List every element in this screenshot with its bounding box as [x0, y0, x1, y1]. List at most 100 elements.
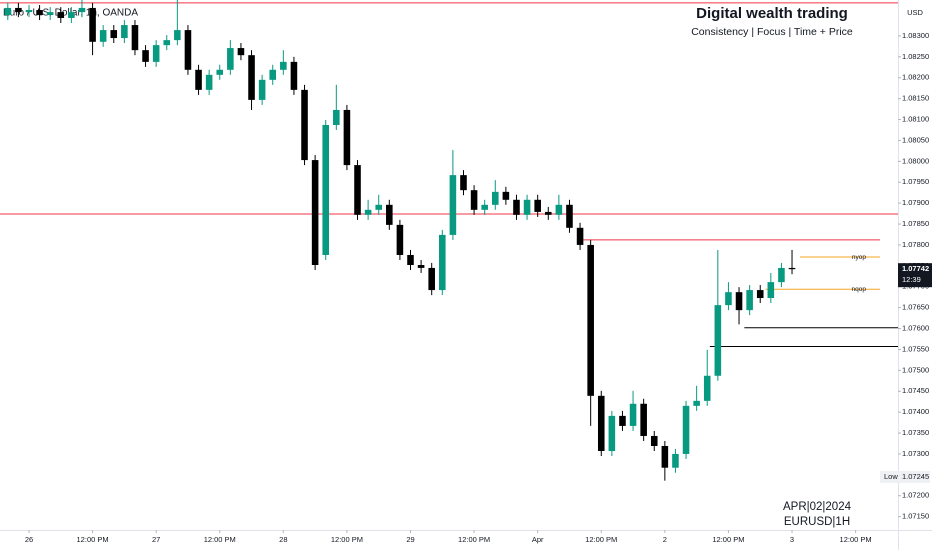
candle-body [746, 290, 753, 311]
candle-body [290, 61, 298, 90]
candle-body [301, 89, 308, 161]
candle-body [597, 395, 605, 452]
candle-body [110, 30, 118, 39]
candle-body [89, 7, 96, 42]
candle-body [661, 445, 669, 468]
x-tick-label: 12:00 PM [840, 535, 872, 544]
candle-body [502, 191, 510, 200]
y-tick-label: 1.07350 [902, 428, 929, 437]
candle-body [269, 69, 277, 80]
low-box [880, 470, 930, 483]
y-tick-label: 1.08150 [902, 94, 929, 103]
candle-body [322, 124, 330, 255]
level-label: nqop [852, 286, 867, 293]
candle-body [756, 290, 764, 299]
candle-body [587, 244, 594, 396]
candle-body [703, 375, 711, 401]
candle-body [184, 30, 192, 70]
candle-body [566, 204, 573, 228]
y-tick-label: 1.07200 [902, 491, 929, 500]
symbol-note: EURUSD|1H [784, 516, 850, 528]
candle-body [778, 267, 785, 283]
candle-body [449, 175, 457, 235]
y-tick-label: 1.08100 [902, 115, 929, 124]
candle-body [195, 69, 202, 90]
candle-body [386, 204, 393, 225]
x-tick-label: 12:00 PM [331, 535, 363, 544]
candle-body [481, 204, 488, 210]
countdown: 12:39 [902, 275, 921, 284]
y-tick-label: 1.07500 [902, 365, 929, 374]
candle-body [237, 48, 245, 56]
candle-body [396, 224, 404, 255]
candle-body [682, 405, 690, 454]
candle-body [25, 10, 33, 13]
candle-body [152, 45, 160, 62]
x-tick-label: Apr [532, 535, 544, 544]
candle-body [714, 305, 722, 376]
x-tick-label: 27 [152, 535, 160, 544]
candle-body [788, 267, 796, 270]
date-note: APR|02|2024 [783, 501, 852, 513]
y-tick-label: 1.07400 [902, 407, 929, 416]
candle-body [311, 160, 319, 265]
candle-body [672, 453, 679, 468]
candle-body [608, 415, 616, 452]
x-tick-label: 3 [790, 535, 794, 544]
candle-body [725, 292, 732, 306]
candle-body [428, 267, 435, 291]
y-tick-label: 1.07550 [902, 344, 929, 353]
candle-body [78, 7, 86, 13]
candle-body [15, 7, 22, 13]
candle-body [576, 227, 584, 245]
candle-body [4, 7, 12, 16]
candle-body [280, 61, 287, 70]
candle-body [131, 25, 139, 51]
candle-body [205, 74, 213, 90]
last-price-box [898, 263, 932, 288]
candle-body [343, 109, 351, 166]
y-tick-label: 1.08050 [902, 135, 929, 144]
level-label: nyop [852, 254, 866, 261]
candle-body [619, 415, 626, 426]
candle-body [258, 79, 266, 100]
low-text: Low [884, 472, 898, 481]
candle-body [439, 234, 446, 291]
candle-body [640, 403, 647, 436]
x-tick-label: 12:00 PM [77, 535, 109, 544]
low-value: 1.07245 [902, 472, 929, 481]
x-tick-label: 29 [406, 535, 414, 544]
y-tick-label: 1.08250 [902, 52, 929, 61]
candle-body [46, 12, 54, 16]
candle-body [227, 48, 234, 70]
candle-body [650, 435, 658, 446]
candle-body [629, 403, 637, 426]
y-tick-label: 1.07650 [902, 303, 929, 312]
candle-body [121, 25, 128, 39]
x-tick-label: 12:00 PM [204, 535, 236, 544]
y-tick-label: 1.08000 [902, 156, 929, 165]
candle-body [460, 175, 467, 191]
y-tick-label: 1.07600 [902, 324, 929, 333]
y-tick-label: 1.07150 [902, 512, 929, 521]
candle-body [333, 109, 340, 125]
candle-body [544, 211, 552, 215]
y-tick-label: 1.07450 [902, 386, 929, 395]
candle-body [767, 282, 775, 299]
x-tick-label: 2 [663, 535, 667, 544]
candle-body [354, 165, 361, 215]
y-tick-label: 1.07950 [902, 177, 929, 186]
candle-body [57, 12, 65, 18]
candle-body [417, 265, 425, 268]
last-price-label: 1.07742 [902, 264, 929, 273]
axis-unit: USD [907, 8, 923, 17]
candle-body [68, 12, 75, 18]
candle-body [693, 400, 700, 406]
candle-body [375, 204, 382, 210]
candle-body [364, 209, 372, 215]
candle-body [735, 292, 743, 311]
y-tick-label: 1.07900 [902, 198, 929, 207]
candle-body [36, 10, 43, 16]
